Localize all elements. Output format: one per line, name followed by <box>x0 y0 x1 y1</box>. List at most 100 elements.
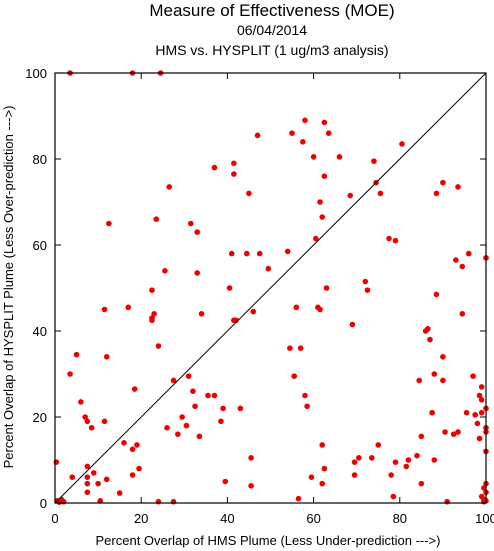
data-point <box>254 132 261 139</box>
data-point <box>250 308 257 315</box>
x-axis-label: Percent Overlap of HMS Plume (Less Under… <box>96 533 441 548</box>
data-point <box>291 373 298 379</box>
data-point <box>84 474 91 481</box>
data-point <box>211 392 218 399</box>
data-point <box>371 158 377 164</box>
data-point <box>476 435 483 442</box>
data-point <box>478 409 485 416</box>
data-point <box>222 478 229 485</box>
one-to-one-reference-line <box>54 72 487 504</box>
data-point <box>440 377 446 384</box>
data-point <box>103 354 110 360</box>
data-point <box>302 392 308 399</box>
plot-frame <box>54 72 487 504</box>
data-point <box>101 306 108 313</box>
data-point <box>478 384 485 390</box>
y-tick-label: 40 <box>33 324 47 339</box>
data-point <box>175 431 181 438</box>
data-point <box>321 173 328 179</box>
chart-date: 06/04/2014 <box>237 22 307 38</box>
data-point <box>455 184 461 190</box>
data-point <box>97 498 104 504</box>
data-point <box>185 373 192 379</box>
data-point <box>474 420 481 427</box>
data-point <box>392 237 399 244</box>
data-point <box>375 442 382 448</box>
data-point <box>453 257 459 263</box>
data-point <box>317 199 323 205</box>
data-point <box>403 463 410 470</box>
data-point <box>170 377 177 384</box>
data-point <box>248 483 254 489</box>
data-point <box>164 424 170 431</box>
data-point <box>153 216 160 222</box>
data-point <box>149 317 155 324</box>
x-tick-label: 60 <box>306 511 320 526</box>
data-point <box>351 472 358 478</box>
chart-title: Measure of Effectiveness (MOE) <box>149 1 394 20</box>
chart-subtitle: HMS vs. HYSPLIT (1 ug/m3 analysis) <box>155 42 388 58</box>
data-point <box>194 270 201 276</box>
data-point <box>450 431 457 438</box>
y-tick-label: 60 <box>33 238 47 253</box>
data-point <box>319 480 326 487</box>
data-point <box>425 326 431 332</box>
data-point <box>170 498 177 505</box>
data-point <box>90 470 97 476</box>
data-point <box>295 495 302 502</box>
data-point <box>84 418 91 425</box>
data-point <box>69 474 76 481</box>
data-point <box>431 371 438 377</box>
data-point <box>323 285 330 291</box>
data-point <box>243 250 250 257</box>
data-point <box>418 433 425 440</box>
data-point <box>319 214 326 220</box>
data-point <box>377 190 384 197</box>
data-point <box>312 235 319 242</box>
data-point <box>431 457 438 463</box>
y-tick-label: 80 <box>33 152 47 167</box>
data-point <box>84 489 91 496</box>
data-point <box>310 154 317 160</box>
data-point <box>297 345 304 352</box>
x-tick-label: 80 <box>393 511 407 526</box>
data-point <box>364 287 371 293</box>
tick-labels: 0 20 40 60 80 100 0 20 40 60 80 100 <box>25 66 494 526</box>
data-point <box>293 304 300 311</box>
data-point <box>228 250 235 257</box>
y-tick-label: 100 <box>25 66 47 81</box>
data-point <box>88 424 95 431</box>
data-point <box>405 457 412 463</box>
data-point <box>319 442 326 448</box>
data-point <box>349 321 356 328</box>
data-point <box>121 440 127 446</box>
data-point <box>284 248 291 255</box>
data-point <box>336 154 343 160</box>
data-point <box>166 184 173 190</box>
data-point <box>444 498 451 505</box>
data-point <box>287 345 293 352</box>
data-point <box>226 285 233 291</box>
data-point <box>106 220 112 227</box>
data-point <box>440 179 446 186</box>
x-tick-label: 40 <box>220 511 234 526</box>
data-point <box>198 311 205 317</box>
data-point <box>162 268 168 274</box>
data-point <box>347 192 354 199</box>
data-point <box>218 418 224 425</box>
data-point <box>478 397 485 403</box>
data-point <box>67 371 73 377</box>
x-tick-label: 100 <box>475 511 494 526</box>
data-point <box>388 472 394 478</box>
data-point <box>317 306 323 313</box>
data-point <box>73 351 80 358</box>
data-point <box>179 414 185 420</box>
data-point <box>416 377 422 384</box>
data-point <box>472 412 479 418</box>
data-point <box>265 265 272 272</box>
data-point <box>440 354 446 360</box>
data-point <box>455 429 461 435</box>
y-tick-label: 0 <box>40 496 47 511</box>
data-point <box>136 465 142 472</box>
